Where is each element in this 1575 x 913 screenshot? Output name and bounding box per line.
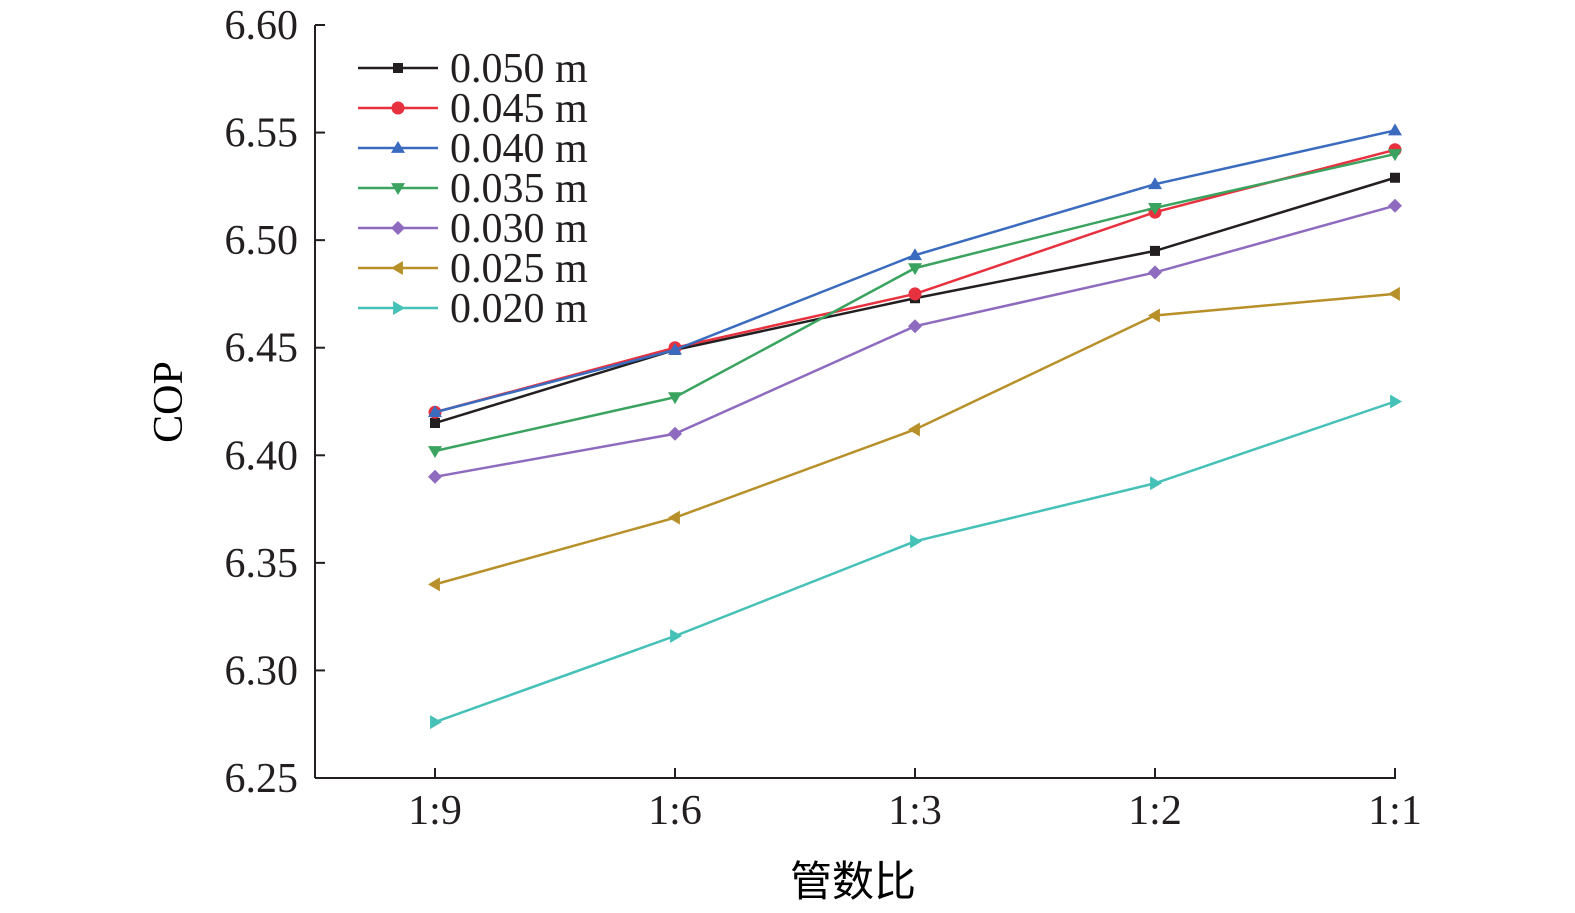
- data-point: [668, 392, 682, 405]
- data-point: [1148, 265, 1162, 280]
- legend-label: 0.035 m: [450, 166, 588, 212]
- legend-item: 0.045 m: [358, 86, 588, 132]
- data-point: [428, 469, 442, 484]
- x-tick-label: 1:6: [648, 788, 702, 834]
- data-point: [1388, 149, 1402, 162]
- y-tick-label: 6.55: [225, 111, 299, 157]
- data-point: [428, 446, 442, 458]
- data-point: [430, 418, 440, 429]
- legend-marker: [391, 141, 405, 153]
- y-tick-label: 6.35: [225, 541, 299, 587]
- series-line: [434, 400, 1396, 724]
- x-tick-label: 1:3: [888, 788, 942, 834]
- y-tick-label: 6.50: [225, 218, 299, 264]
- data-point: [1148, 308, 1160, 323]
- legend: 0.050 m0.045 m0.040 m0.035 m0.030 m0.025…: [358, 46, 588, 332]
- y-tick-label: 6.40: [225, 433, 299, 479]
- legend-item: 0.025 m: [358, 246, 588, 292]
- data-point: [1388, 123, 1402, 136]
- legend-label: 0.045 m: [450, 86, 588, 132]
- data-point: [668, 510, 680, 525]
- legend-item: 0.040 m: [358, 126, 588, 172]
- legend-label: 0.040 m: [450, 126, 588, 172]
- y-tick-label: 6.60: [225, 3, 299, 49]
- data-point: [908, 287, 922, 301]
- data-point: [1388, 286, 1400, 301]
- series-0-035-m: [428, 149, 1402, 458]
- series-0-025-m: [428, 286, 1400, 592]
- data-point: [910, 534, 922, 549]
- series-0-020-m: [430, 394, 1402, 730]
- data-point: [1148, 202, 1162, 215]
- data-point: [428, 577, 440, 592]
- legend-item: 0.030 m: [358, 206, 588, 252]
- legend-item: 0.035 m: [358, 166, 588, 212]
- legend-marker: [391, 101, 405, 115]
- series-0-030-m: [428, 198, 1402, 484]
- legend-item: 0.020 m: [358, 286, 588, 332]
- data-point: [1150, 245, 1160, 256]
- x-tick-label: 1:1: [1368, 788, 1422, 834]
- data-point: [1148, 177, 1162, 190]
- y-tick-label: 6.25: [225, 756, 299, 802]
- legend-marker: [391, 261, 403, 275]
- legend-marker: [391, 183, 405, 195]
- legend-item: 0.050 m: [358, 46, 588, 92]
- series-group: [428, 123, 1402, 730]
- y-tick-label: 6.30: [225, 648, 299, 694]
- data-point: [1390, 394, 1402, 409]
- data-point: [1390, 172, 1400, 183]
- y-axis-label: COP: [146, 361, 192, 443]
- axes: 6.25 6.30 6.35 6.40 6.45 6.50 6.55 6.60 1:9 1:6 1:…: [225, 3, 1422, 834]
- series-0-040-m: [428, 123, 1402, 418]
- data-point: [430, 715, 442, 730]
- data-point: [908, 263, 922, 276]
- x-tick-label: 1:9: [408, 788, 462, 834]
- legend-label: 0.020 m: [450, 286, 588, 332]
- legend-label: 0.030 m: [450, 206, 588, 252]
- data-point: [668, 426, 682, 441]
- data-point: [908, 319, 922, 334]
- legend-marker: [391, 221, 405, 235]
- legend-label: 0.050 m: [450, 46, 588, 92]
- legend-marker: [393, 301, 405, 315]
- data-point: [670, 629, 682, 644]
- legend-marker: [393, 63, 403, 73]
- x-tick-label: 1:2: [1128, 788, 1182, 834]
- data-point: [908, 248, 922, 261]
- data-point: [428, 405, 442, 418]
- data-point: [1150, 476, 1162, 491]
- legend-label: 0.025 m: [450, 246, 588, 292]
- data-point: [908, 422, 920, 437]
- x-axis-label: 管数比: [790, 857, 916, 906]
- data-point: [668, 342, 682, 355]
- y-tick-label: 6.45: [225, 326, 299, 372]
- data-point: [1388, 198, 1402, 213]
